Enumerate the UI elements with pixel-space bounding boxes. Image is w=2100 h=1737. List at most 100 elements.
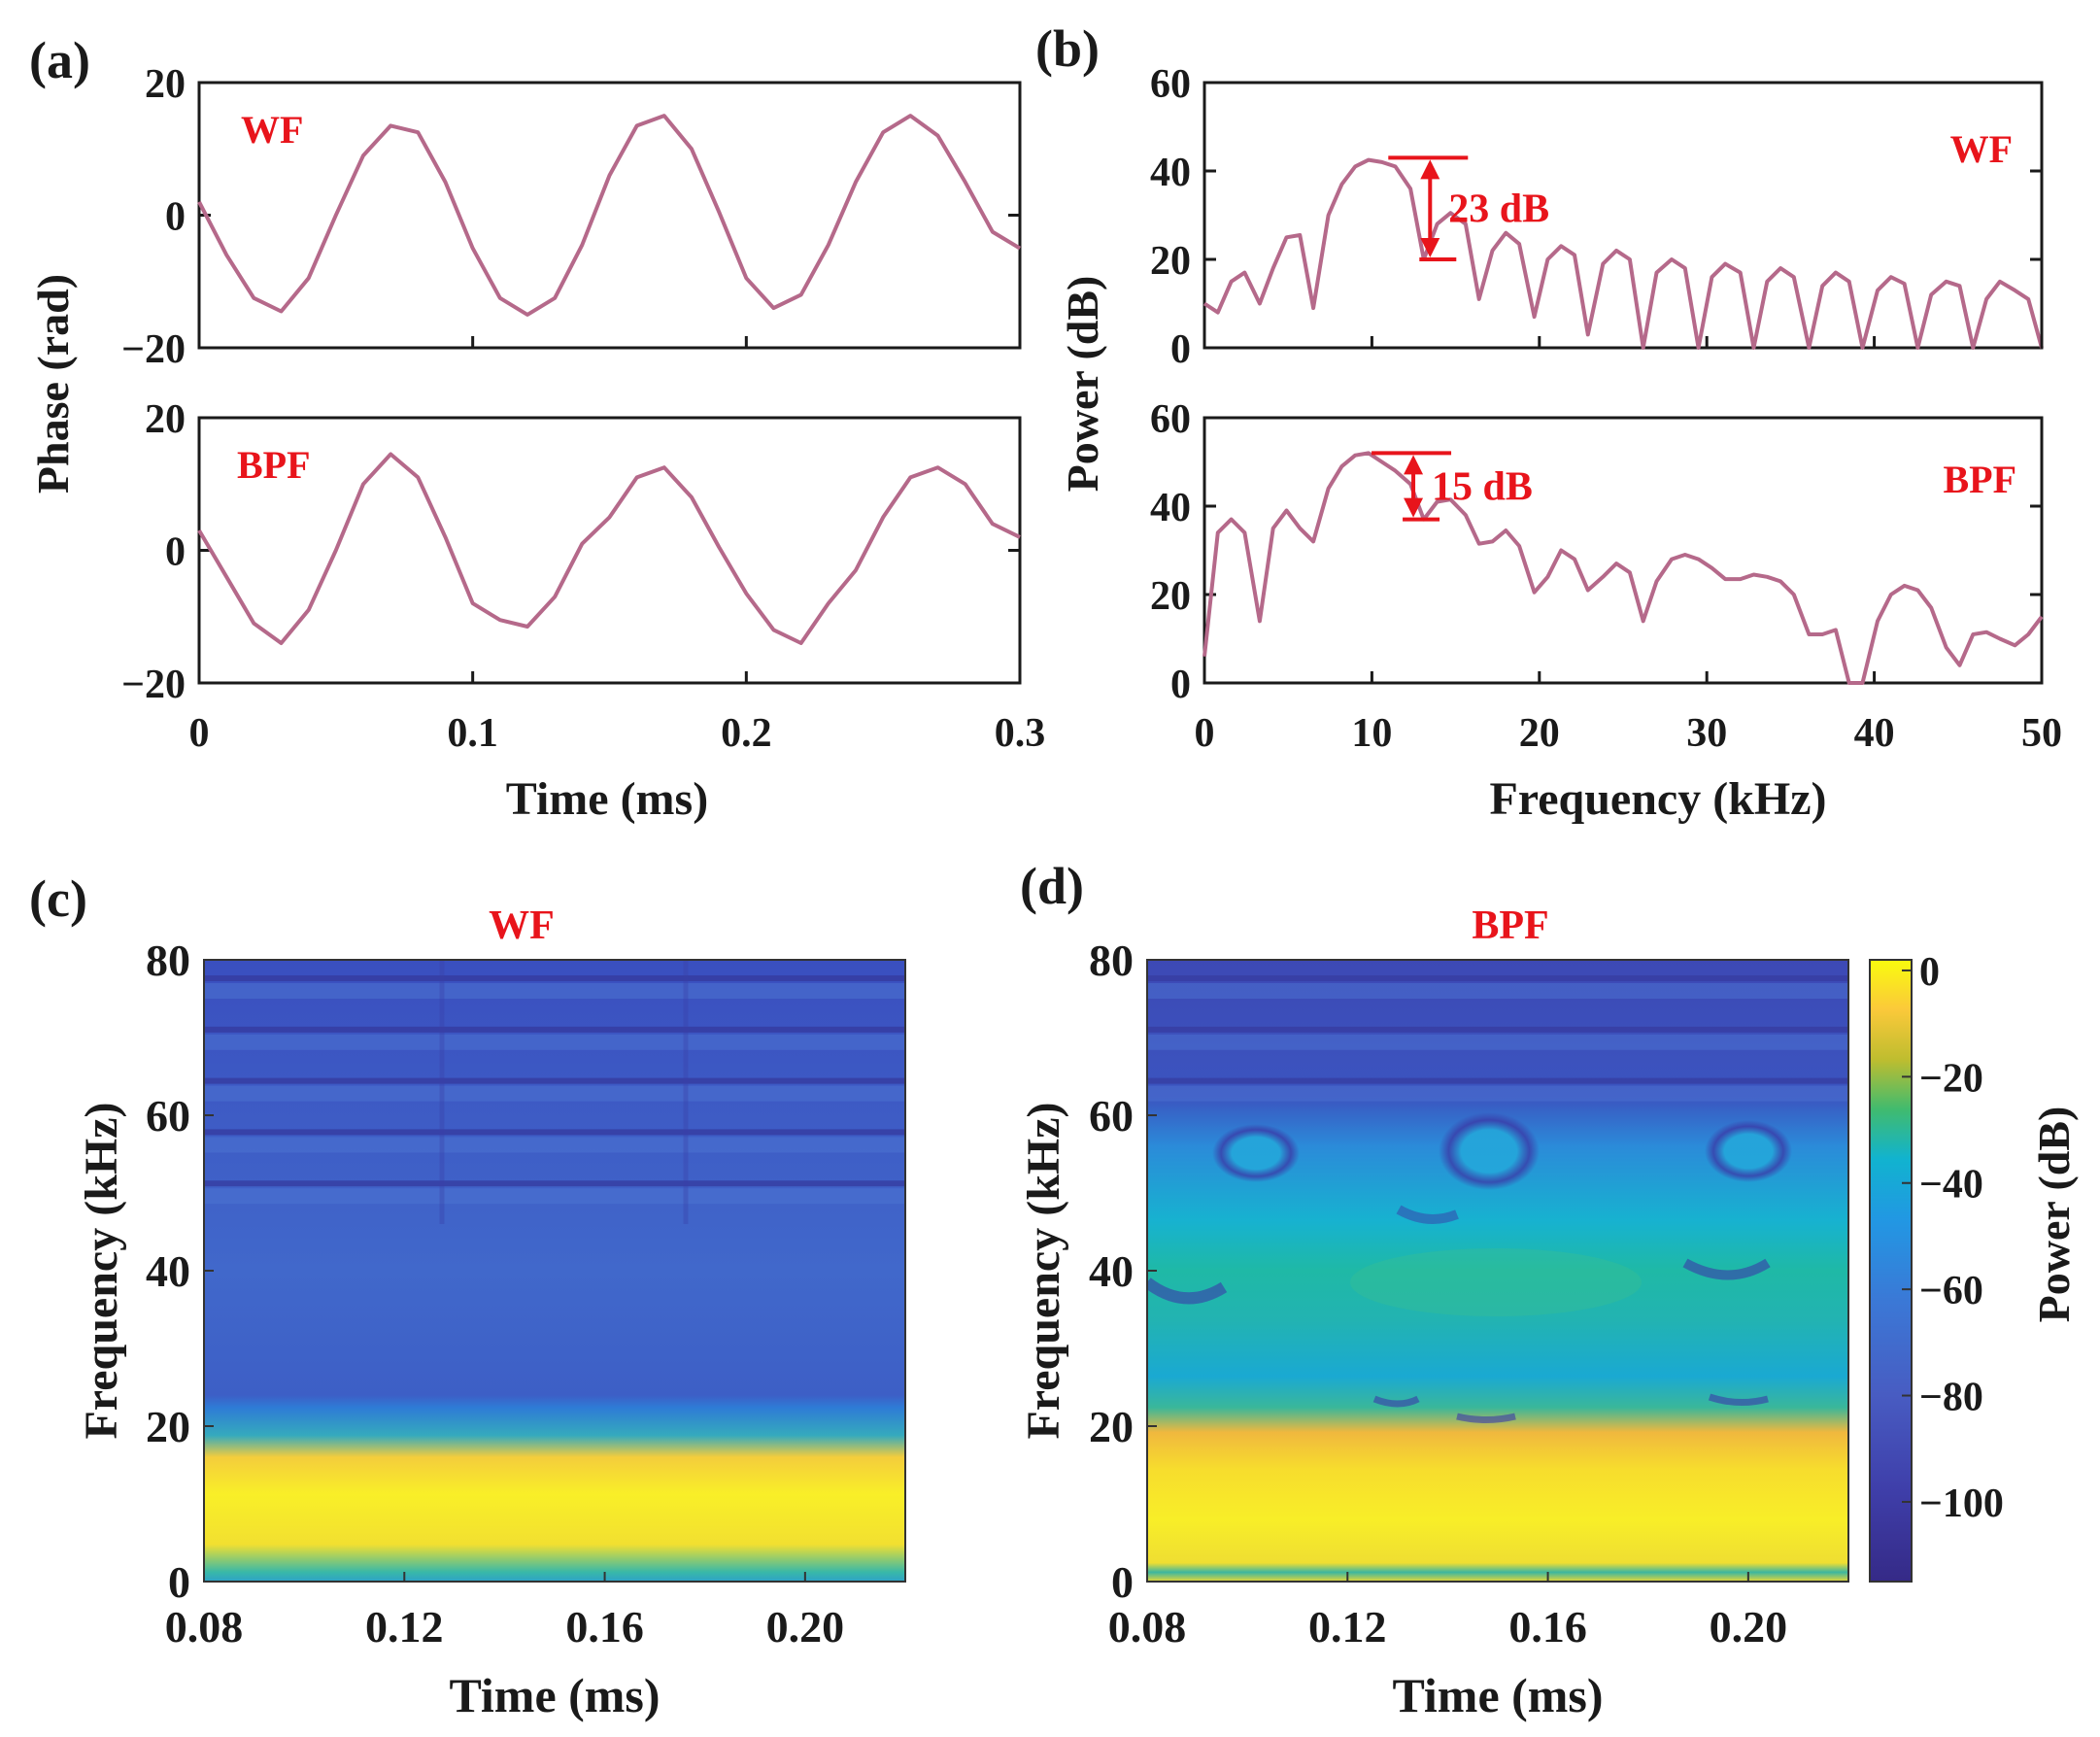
xlabel-b: Frequency (kHz) (1489, 773, 1826, 825)
heatmap-d-ring-2 (1439, 1112, 1540, 1190)
heatmap-d-ticks: 0.08 0.12 0.16 0.20 80 60 40 20 0 (1089, 936, 1787, 1652)
panel-label-a: (a) (29, 31, 90, 89)
subplot-a-wf-label: WF (241, 108, 303, 152)
chart-c: WF 0.08 0.12 0.16 0.20 80 60 40 20 0 Frequency (… (76, 903, 906, 1722)
ytick-label-b0-1: 40 (1150, 151, 1191, 195)
xtick-label-d-1: 0.12 (1308, 1602, 1387, 1652)
heatmap-c-stripes (204, 975, 905, 1205)
heatmap-c-ticks: 0.08 0.12 0.16 0.20 80 60 40 20 0 (146, 936, 844, 1652)
xtick-label-b-4: 40 (1854, 711, 1895, 756)
xtick-label-b-2: 20 (1519, 711, 1560, 756)
xlabel-a: Time (ms) (506, 773, 708, 825)
ytick-label-a0-2: −20 (121, 327, 186, 372)
ytick-label-b1-3: 0 (1170, 663, 1191, 707)
heatmap-c-vertical-ridges (439, 960, 689, 1224)
xtick-label-a-3: 0.3 (995, 711, 1046, 756)
heatmap-c-stripe-light-2 (204, 1085, 905, 1102)
x-axis-a: 0 0.1 0.2 0.3 (189, 336, 1046, 756)
heatmap-c-stripe-light-4 (204, 1188, 905, 1205)
heatmap-d-dark-arc-1 (1147, 1277, 1228, 1305)
colorbar-tick-label-5: −100 (1919, 1482, 2004, 1526)
ylabel-c: Frequency (kHz) (76, 1102, 127, 1439)
ytick-label-c-1: 60 (146, 1091, 190, 1141)
colorbar-tick-label-1: −20 (1919, 1056, 1983, 1101)
heatmap-d-dark-arc-3 (1396, 1205, 1459, 1224)
heatmap-c-stripe-0 (204, 975, 905, 981)
x-axis-b: 0 10 20 30 40 50 (1195, 336, 2062, 756)
subplot-b1-frame (1202, 416, 2044, 685)
colorbar-tick-label-4: −80 (1919, 1376, 1983, 1420)
heatmap-d-stripes (1147, 975, 1848, 1102)
ytick-label-c-0: 80 (146, 936, 190, 985)
xtick-label-c-3: 0.20 (766, 1602, 845, 1652)
ytick-label-a1-1: 0 (165, 530, 186, 575)
panel-label-b: (b) (1035, 19, 1100, 78)
heatmap-c (204, 960, 905, 1582)
heatmap-c-stripe-1 (204, 1026, 905, 1033)
colorbar: 0 −20 −40 −60 −80 −100 Power (dB) (1869, 950, 2079, 1583)
heatmap-c-stripe-4 (204, 1180, 905, 1187)
panel-label-d: (d) (1020, 857, 1084, 915)
xtick-label-d-3: 0.20 (1710, 1602, 1788, 1652)
xtick-label-a-0: 0 (189, 711, 210, 756)
subplot-b-bpf: BPF 60 40 20 0 15 dB (1150, 397, 2044, 707)
annotation-0-arrow-up (1420, 159, 1440, 180)
colorbar-tick-label-2: −40 (1919, 1163, 1983, 1208)
heatmap-d-stripe-light-0 (1147, 983, 1848, 999)
heatmap-c-background (204, 960, 905, 1582)
subplot-a-bpf: BPF 20 0 −20 (121, 397, 1022, 707)
heatmap-d (1147, 960, 1848, 1582)
subplot-b0-frame (1202, 81, 2044, 350)
series-line-b1 (1202, 451, 2044, 685)
title-d: BPF (1472, 903, 1548, 948)
heatmap-d-ring-3 (1705, 1120, 1792, 1182)
subplot-a-bpf-label: BPF (237, 443, 311, 487)
annotation-0-arrow-down (1420, 238, 1440, 257)
annotation-0-label: 23 dB (1448, 187, 1549, 232)
ytick-label-d-0: 80 (1089, 936, 1134, 985)
series-line-a0 (197, 114, 1022, 317)
annotation-1-label: 15 dB (1432, 465, 1533, 510)
annotation-1-arrow-down (1404, 497, 1424, 518)
series-line-a1 (197, 452, 1021, 645)
ytick-label-d-1: 60 (1089, 1091, 1134, 1141)
chart-d: BPF 0.08 0.12 0.16 0.20 80 60 40 20 0 Frequency … (1018, 903, 2079, 1722)
heatmap-d-blobs (1147, 1112, 1792, 1423)
chart-a: WF 200−20 BPF 200−20 0 0.1 0.2 0.3 Phase (r… (28, 62, 1045, 825)
heatmap-c-stripe-light-1 (204, 1034, 905, 1050)
series-line-b0 (1202, 157, 2044, 350)
ytick-label-a1-2: −20 (121, 663, 186, 707)
ytick-label-b0-2: 20 (1150, 239, 1191, 284)
xtick-label-b-3: 30 (1686, 711, 1727, 756)
colorbar-tick-label-3: −60 (1919, 1269, 1983, 1313)
colorbar-label: Power (dB) (2029, 1107, 2079, 1323)
colorbar-tick-label-0: 0 (1919, 950, 1940, 995)
ytick-label-d-4: 0 (1111, 1557, 1134, 1607)
heatmap-c-stripe-light-0 (204, 983, 905, 999)
xtick-label-b-5: 50 (2021, 711, 2062, 756)
ytick-label-a1-0: 20 (145, 397, 186, 442)
ytick-label-b1-2: 20 (1150, 574, 1191, 619)
ytick-label-c-3: 20 (146, 1402, 190, 1451)
subplot-b-wf: WF 60 40 20 0 23 dB (1150, 62, 2044, 372)
heatmap-d-stripe-2 (1147, 1077, 1848, 1084)
ytick-label-c-2: 40 (146, 1246, 190, 1296)
heatmap-c-stripe-light-3 (204, 1137, 905, 1153)
ytick-label-d-2: 40 (1089, 1246, 1134, 1296)
xtick-label-d-2: 0.16 (1508, 1602, 1587, 1652)
heatmap-d-dark-arc-2 (1682, 1258, 1771, 1280)
xtick-label-c-1: 0.12 (365, 1602, 444, 1652)
xtick-label-a-1: 0.1 (447, 711, 498, 756)
heatmap-d-dark-arc-4 (1372, 1393, 1769, 1423)
chart-b: WF 60 40 20 0 23 dB BPF 60 40 20 0 15 dB 0 10 20 30… (1058, 62, 2062, 825)
heatmap-d-stripe-1 (1147, 1026, 1848, 1033)
xtick-label-c-2: 0.16 (565, 1602, 644, 1652)
annotation-1-arrow-up (1404, 455, 1424, 475)
ylabel-b: Power (dB) (1058, 276, 1107, 493)
ytick-label-b0-3: 0 (1170, 327, 1191, 372)
subplot-a1-frame (197, 416, 1022, 685)
xtick-label-a-2: 0.2 (721, 711, 772, 756)
ytick-label-a0-1: 0 (165, 195, 186, 240)
title-c: WF (489, 903, 555, 948)
